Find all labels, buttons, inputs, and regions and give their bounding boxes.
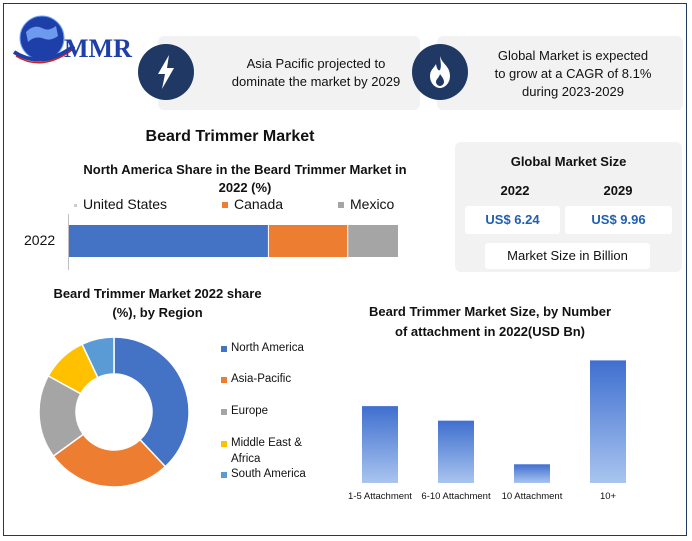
region-title-line: (%), by Region bbox=[112, 305, 203, 320]
gm-unit-label: Market Size in Billion bbox=[485, 243, 650, 269]
donut-slice-south-america bbox=[81, 336, 115, 379]
logo: MMR bbox=[12, 12, 142, 68]
global-market-size-box: Global Market Size 2022 2029 US$ 6.24 US… bbox=[455, 142, 682, 272]
gm-year-2029: 2029 bbox=[603, 183, 633, 198]
attachment-title-line: of attachment in 2022(USD Bn) bbox=[395, 324, 585, 339]
legend-south-america: South America bbox=[231, 468, 306, 480]
legend-swatch-south-america bbox=[221, 472, 227, 478]
info-text-line: to grow at a CAGR of 8.1% bbox=[494, 66, 652, 81]
attachment-title-line: Beard Trimmer Market Size, by Number bbox=[368, 304, 612, 319]
legend-north-america: North America bbox=[231, 342, 304, 354]
brand-name: MMR bbox=[64, 34, 132, 63]
legend-swatch-asia-pacific bbox=[221, 377, 227, 383]
donut-slice-asia-pacific bbox=[52, 433, 167, 488]
region-chart-title: Beard Trimmer Market 2022 share (%), by … bbox=[30, 284, 285, 322]
legend-mexico: Mexico bbox=[338, 196, 394, 212]
info-text-line: during 2023-2029 bbox=[522, 84, 624, 99]
region-title-line: Beard Trimmer Market 2022 share bbox=[53, 286, 262, 301]
gm-year-2022: 2022 bbox=[500, 183, 530, 198]
info-box-cagr: Global Market is expected to grow at a C… bbox=[437, 36, 683, 110]
legend-europe: Europe bbox=[231, 405, 269, 417]
attachment-bar-1-5-attachment bbox=[362, 406, 398, 483]
flame-icon bbox=[412, 44, 468, 100]
gm-title: Global Market Size bbox=[510, 154, 627, 169]
attachment-x-label: 10 Attachment bbox=[501, 491, 563, 502]
legend-swatch-north-america bbox=[221, 346, 227, 352]
attachment-x-label: 6-10 Attachment bbox=[421, 491, 491, 502]
na-bar-segment-mexico bbox=[348, 225, 398, 257]
region-donut-chart bbox=[38, 336, 190, 488]
infographic-frame bbox=[3, 3, 687, 536]
na-stacked-bar bbox=[69, 225, 398, 257]
attachment-bar-10- bbox=[590, 360, 626, 483]
legend-swatch-middle-east-africa bbox=[221, 441, 227, 447]
legend-middle-east-africa: Middle East & Africa bbox=[231, 437, 302, 465]
info-text-line: dominate the market by 2029 bbox=[231, 74, 401, 89]
lightning-icon bbox=[138, 44, 194, 100]
na-title-line: North America Share in the Beard Trimmer… bbox=[83, 162, 407, 177]
legend-canada: Canada bbox=[222, 196, 283, 212]
na-chart-title: North America Share in the Beard Trimmer… bbox=[70, 161, 420, 197]
main-title: Beard Trimmer Market bbox=[145, 128, 315, 145]
na-bar-segment-united-states bbox=[69, 225, 268, 257]
attachment-bar-10-attachment bbox=[514, 464, 550, 483]
info-box-asia-pacific: Asia Pacific projected to dominate the m… bbox=[158, 36, 420, 110]
info-text-line: Asia Pacific projected to bbox=[246, 56, 386, 71]
attachment-x-label: 10+ bbox=[599, 491, 617, 502]
na-title-line: 2022 (%) bbox=[218, 180, 272, 195]
donut-slice-north-america bbox=[113, 336, 190, 468]
info-text-line: Global Market is expected bbox=[497, 48, 649, 63]
legend-united-states: United States bbox=[74, 196, 167, 212]
attachment-x-label: 1-5 Attachment bbox=[348, 491, 412, 502]
attachment-bar-chart bbox=[362, 360, 626, 483]
gm-value-2029: US$ 9.96 bbox=[565, 206, 672, 234]
na-axis bbox=[68, 214, 69, 270]
attachment-bar-6-10-attachment bbox=[438, 420, 474, 483]
na-bar-segment-canada bbox=[268, 225, 348, 257]
na-category-label: 2022 bbox=[24, 232, 56, 248]
legend-swatch-europe bbox=[221, 409, 227, 415]
legend-asia-pacific: Asia-Pacific bbox=[231, 373, 292, 385]
gm-value-2022: US$ 6.24 bbox=[465, 206, 560, 234]
attachment-chart-title: Beard Trimmer Market Size, by Number of … bbox=[340, 302, 640, 342]
